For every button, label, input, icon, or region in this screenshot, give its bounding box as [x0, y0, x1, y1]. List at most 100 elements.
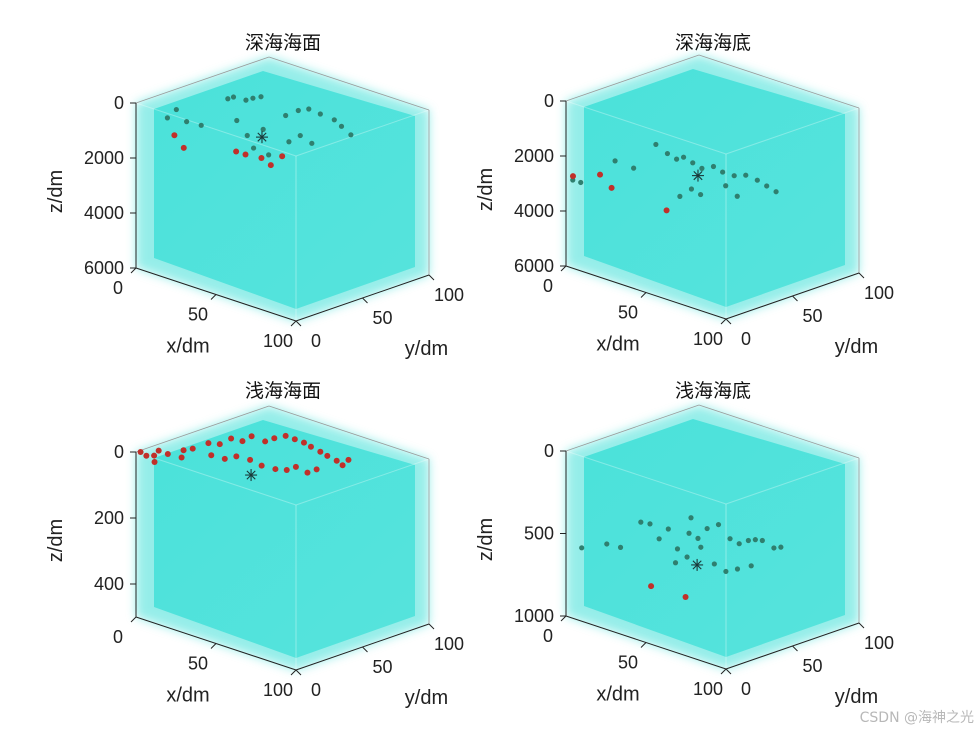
y-tick — [792, 645, 798, 652]
highlighted-point — [333, 457, 340, 464]
box-edge — [698, 54, 860, 109]
z-tick-label: 1000 — [514, 606, 554, 626]
inner-edge — [135, 451, 297, 506]
data-point — [283, 112, 289, 119]
highlighted-point — [597, 171, 604, 178]
data-point — [184, 119, 190, 125]
data-point — [306, 106, 312, 112]
x-tick — [560, 265, 567, 272]
data-point — [764, 183, 770, 189]
center-marker — [255, 131, 268, 144]
watermark: CSDN @海神之光 — [859, 710, 974, 726]
x-tick — [130, 616, 137, 623]
data-point — [198, 122, 204, 128]
data-point — [723, 568, 729, 575]
data-point — [745, 537, 751, 544]
x-axis-label: x/dm — [596, 334, 639, 356]
z-tick-label: 4000 — [514, 201, 554, 221]
highlighted-point — [248, 433, 255, 440]
x-tick-label: 100 — [263, 680, 293, 700]
box-edge — [565, 404, 700, 452]
x-tick-label: 50 — [188, 654, 208, 674]
y-tick-label: 50 — [802, 306, 822, 326]
highlighted-point — [151, 458, 158, 465]
data-point — [688, 186, 695, 192]
z-tick-label: 200 — [94, 508, 124, 528]
x-tick — [720, 318, 727, 325]
z-tick-label: 2000 — [514, 146, 554, 166]
data-point — [677, 193, 683, 199]
highlighted-point — [258, 462, 265, 469]
z-axis-label: z/dm — [475, 168, 497, 211]
z-tick-label: 4000 — [84, 203, 124, 223]
data-point — [295, 107, 301, 114]
data-point — [710, 163, 717, 170]
x-tick-label: 50 — [618, 653, 638, 673]
data-point — [773, 189, 779, 195]
highlighted-point — [313, 466, 320, 473]
y-tick-label: 100 — [434, 285, 464, 305]
y-tick-label: 0 — [741, 679, 751, 699]
z-tick-label: 2000 — [84, 148, 124, 168]
data-point — [653, 141, 659, 148]
subplot-title: 深海海底 — [675, 32, 751, 54]
highlighted-point — [178, 454, 185, 461]
x-axis-label: x/dm — [596, 684, 639, 706]
data-point — [771, 545, 777, 551]
box-edge — [268, 56, 430, 111]
volume-body — [584, 419, 845, 657]
data-point — [697, 191, 704, 198]
data-point — [695, 535, 701, 541]
data-point — [164, 115, 171, 121]
highlighted-point — [307, 443, 314, 450]
data-point — [699, 165, 705, 171]
data-point — [674, 546, 681, 552]
volume-body — [584, 69, 845, 307]
data-point — [727, 536, 733, 542]
x-axis-label: x/dm — [166, 336, 209, 358]
data-point — [244, 132, 250, 139]
data-point — [778, 544, 784, 550]
data-point — [720, 169, 726, 175]
data-point — [258, 94, 264, 100]
box-edge — [698, 404, 860, 459]
data-point — [617, 544, 624, 550]
x-tick-label: 0 — [113, 278, 123, 298]
z-tick-label: 500 — [524, 524, 554, 544]
highlighted-point — [180, 447, 187, 454]
highlighted-point — [247, 456, 254, 463]
x-tick — [640, 642, 647, 648]
data-point — [266, 152, 272, 158]
inner-edge — [295, 458, 430, 506]
highlighted-point — [242, 151, 249, 158]
x-tick-label: 100 — [693, 679, 723, 699]
inner-edge — [135, 102, 297, 157]
highlighted-point — [324, 452, 331, 459]
highlighted-point — [339, 462, 346, 469]
data-point — [734, 193, 740, 199]
volume-body — [154, 71, 415, 309]
inner-edge — [565, 100, 727, 155]
data-point — [704, 525, 710, 532]
z-tick-label: 6000 — [514, 256, 554, 276]
y-tick-label: 100 — [864, 633, 894, 653]
highlighted-point — [189, 445, 196, 452]
y-axis-label: y/dm — [405, 687, 448, 709]
highlighted-point — [292, 463, 299, 470]
data-point — [748, 563, 754, 569]
data-point — [317, 111, 323, 117]
highlighted-point — [228, 435, 235, 442]
data-point — [698, 544, 704, 550]
data-point — [656, 536, 662, 542]
y-tick-label: 0 — [741, 329, 751, 349]
box-edge — [268, 405, 430, 460]
data-point — [230, 94, 237, 100]
data-point — [243, 97, 249, 103]
x-axis-label: x/dm — [166, 685, 209, 707]
y-tick — [792, 295, 798, 302]
volume-body — [154, 420, 415, 658]
highlighted-point — [258, 154, 265, 161]
